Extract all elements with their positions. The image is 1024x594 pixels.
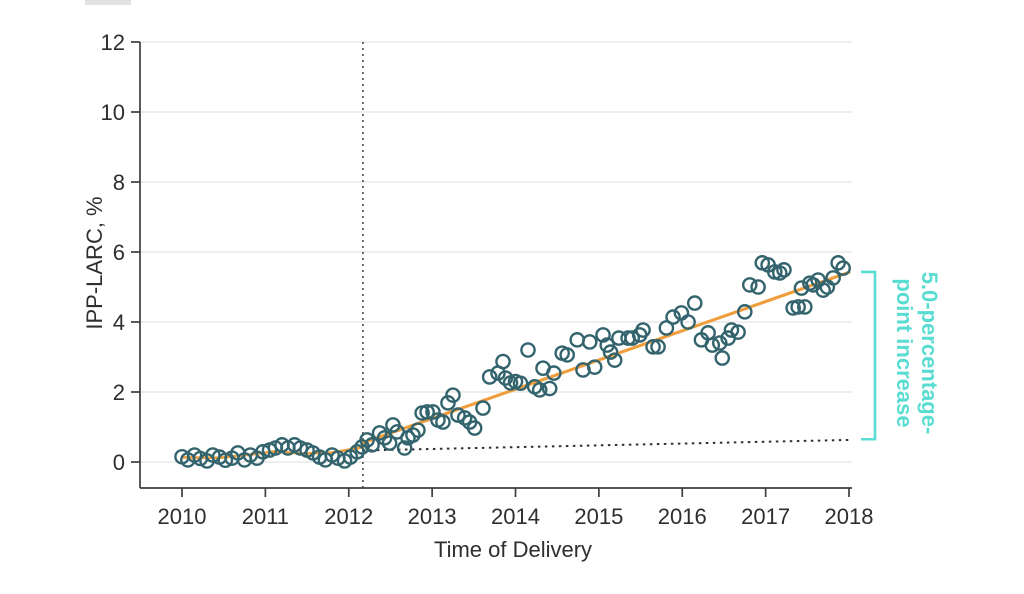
scatter-point — [730, 324, 746, 340]
increase-bracket — [861, 270, 877, 441]
scatter-point — [497, 370, 514, 386]
scatter-point — [364, 437, 380, 453]
scatter-point — [381, 435, 398, 451]
scatter-point — [680, 314, 696, 330]
scatter-point — [559, 347, 575, 363]
scatter-point — [419, 404, 435, 420]
scatter-point — [686, 295, 703, 311]
scatter-point — [658, 320, 675, 336]
y-axis-title: IPP-LARC, % — [82, 196, 107, 330]
scatter-point — [531, 382, 548, 398]
x-tick-label-2013: 2013 — [408, 504, 457, 529]
x-tick-label-2015: 2015 — [574, 504, 623, 529]
x-tick-label-2010: 2010 — [158, 504, 207, 529]
scatter-point — [711, 335, 728, 351]
x-tick-label-2018: 2018 — [825, 504, 874, 529]
scatter-point — [371, 425, 388, 441]
scatter-point — [410, 422, 426, 438]
scatter-point — [797, 299, 813, 315]
y-tick-label-8: 8 — [113, 170, 125, 195]
scatter-point — [650, 339, 666, 355]
scatter-point — [581, 334, 598, 350]
scatter-point — [405, 427, 421, 443]
x-tick-label-2016: 2016 — [658, 504, 707, 529]
y-tick-label-0: 0 — [113, 450, 125, 475]
scatter-point — [750, 279, 766, 295]
scatter-point — [349, 444, 365, 460]
scatter-point — [520, 342, 536, 358]
scatter-point — [665, 309, 681, 325]
scatter-point — [569, 332, 585, 348]
scatter-point — [546, 365, 562, 381]
x-axis-title: Time of Delivery — [433, 537, 593, 562]
y-tick-label-4: 4 — [113, 310, 125, 335]
scatter-point — [835, 260, 851, 276]
scatter-point — [790, 299, 806, 315]
scatter-point — [723, 322, 740, 338]
scatter-point — [736, 304, 753, 320]
cropped-edge-artifact — [85, 0, 131, 5]
scatter-point — [645, 339, 661, 355]
scatter-point — [741, 277, 758, 293]
scatter-point — [825, 270, 841, 286]
scatter-point — [475, 400, 491, 416]
scatter-point — [466, 420, 483, 436]
scatter-point — [435, 414, 451, 430]
scatter-point — [704, 337, 721, 353]
increase-annotation-line2: point increase — [892, 278, 917, 428]
scatter-point — [512, 375, 529, 392]
scatter-point — [602, 344, 619, 360]
scatter-point — [445, 387, 461, 403]
scatter-point — [624, 330, 641, 346]
y-tick-label-6: 6 — [113, 240, 125, 265]
scatter-point — [396, 440, 413, 456]
scatter-point — [205, 447, 221, 463]
scatter-point — [440, 395, 456, 411]
scatter-point — [714, 350, 731, 366]
increase-annotation-line1: 5.0-percentage- — [917, 271, 942, 435]
scatter-point — [359, 432, 375, 448]
scatter-point — [635, 322, 651, 338]
scatter-point — [217, 452, 234, 469]
scatter-point — [425, 404, 441, 420]
y-tick-label-2: 2 — [113, 380, 125, 405]
scatter-point — [776, 262, 792, 278]
scatter-point — [495, 353, 511, 370]
x-tick-label-2017: 2017 — [741, 504, 790, 529]
scatter-point — [481, 369, 498, 385]
counterfactual-projection-line — [362, 438, 850, 452]
scatter-point — [606, 352, 623, 368]
x-tick-label-2011: 2011 — [242, 504, 289, 529]
scatter-point — [541, 380, 558, 397]
y-tick-label-12: 12 — [101, 30, 125, 55]
x-tick-label-2014: 2014 — [491, 504, 540, 529]
y-tick-label-10: 10 — [101, 100, 125, 125]
increase-annotation-label: 5.0-percentage- point increase — [892, 272, 942, 435]
x-tick-label-2012: 2012 — [324, 504, 373, 529]
scatter-point — [586, 359, 603, 375]
